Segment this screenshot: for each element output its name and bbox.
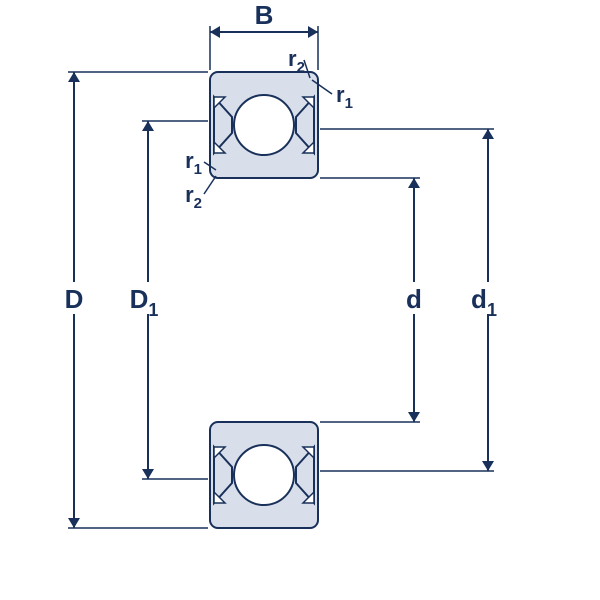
ball — [234, 445, 294, 505]
bearing-diagram: BDD1dd1r2r1r1r2 — [0, 0, 600, 600]
label-r1-inner: r1 — [185, 148, 202, 178]
label-d: d — [406, 284, 422, 314]
ball — [234, 95, 294, 155]
label-B: B — [255, 0, 274, 30]
label-r1-top: r1 — [336, 82, 353, 112]
label-D: D — [65, 284, 84, 314]
label-r2-inner: r2 — [185, 182, 202, 212]
